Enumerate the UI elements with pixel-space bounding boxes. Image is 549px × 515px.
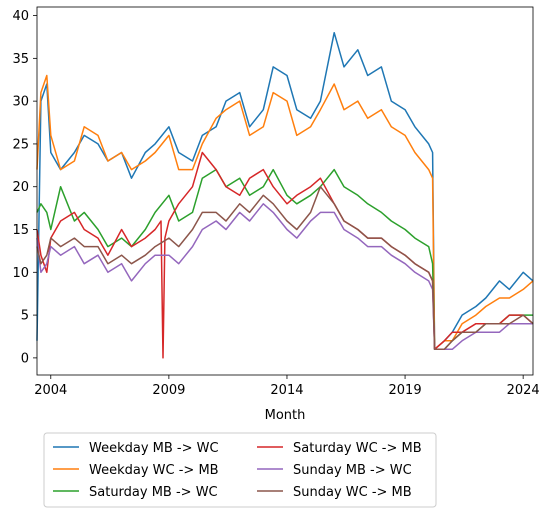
y-tick-label: 5 [21, 309, 29, 324]
y-tick-label: 40 [12, 9, 29, 24]
legend-frame [43, 432, 437, 508]
series-line-6 [36, 185, 534, 351]
x-tick-label: 2014 [270, 383, 303, 398]
legend-entry-label: Saturday WC -> MB [293, 441, 422, 456]
x-tick-label: 2009 [152, 383, 185, 398]
x-tick-label: 2004 [34, 383, 67, 398]
legend-entry-label: Sunday MB -> WC [293, 463, 412, 478]
y-tick-label: 10 [12, 266, 29, 281]
legend-entry-label: Weekday MB -> WC [89, 441, 219, 456]
legend-entry-label: Weekday WC -> MB [89, 463, 219, 478]
y-tick-label: 25 [12, 137, 29, 152]
series-lines [36, 31, 534, 359]
series-line-4 [36, 151, 534, 359]
y-tick-label: 35 [12, 52, 29, 67]
x-axis-label: Month [265, 408, 306, 423]
y-tick-label: 0 [21, 351, 29, 366]
x-tick-label: 2019 [389, 383, 422, 398]
y-tick-label: 30 [12, 95, 29, 110]
y-axis-ticks: 0 5 10 15 20 25 30 35 40 [12, 9, 37, 366]
plot-frame [36, 6, 534, 376]
x-axis-ticks: 2004 2009 2014 2019 2024 [34, 375, 540, 398]
legend: Weekday MB -> WC Weekday WC -> MB Saturday… [43, 432, 437, 508]
series-line-5 [36, 203, 533, 351]
legend-entry-label: Sunday WC -> MB [293, 485, 412, 500]
y-tick-label: 15 [12, 223, 29, 238]
legend-entry-label: Saturday MB -> WC [89, 485, 218, 500]
x-tick-label: 2024 [507, 383, 540, 398]
y-tick-label: 20 [12, 180, 29, 195]
series-line-2 [36, 74, 534, 351]
